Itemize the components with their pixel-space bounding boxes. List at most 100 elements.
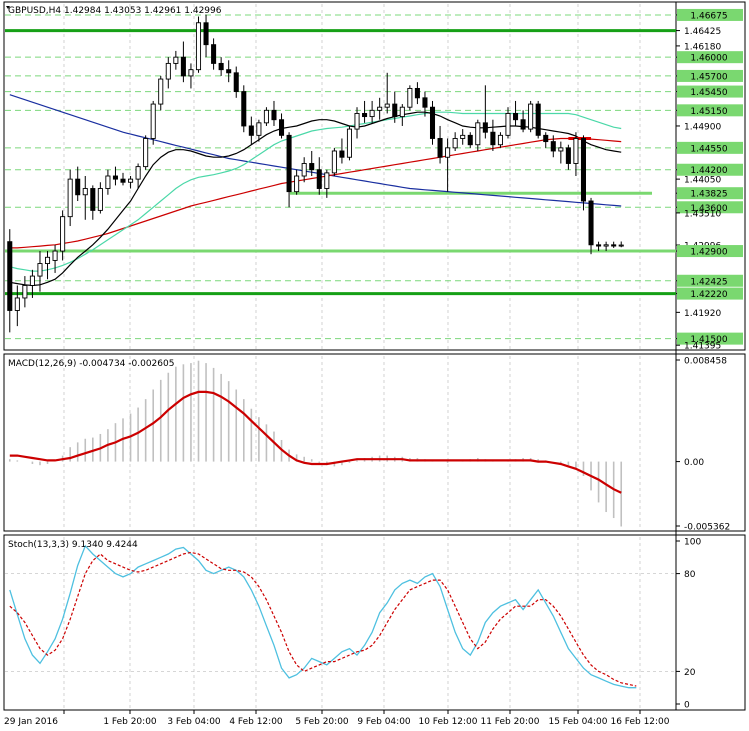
time-label: 16 Feb 12:00 [610,717,669,727]
candle-body [143,138,149,168]
price-label-box [677,85,743,98]
time-axis: 29 Jan 2016 1 Feb 20:00 3 Feb 04:00 4 Feb 1… [4,710,670,727]
candle-body [505,113,511,136]
time-label: 29 Jan 2016 [4,717,58,727]
candle-body [618,244,624,247]
price-label: 1.46000 [690,54,727,64]
candle-body [339,150,345,158]
price-label: 1.45700 [690,72,727,82]
candle-body [120,178,126,183]
price-pane-frame [3,1,746,351]
candle-body [188,69,194,77]
candle-body [52,250,58,261]
stoch-tick-label: 100 [684,538,701,548]
price-label: 1.44550 [690,144,727,154]
candle-body [362,113,368,118]
candle-body [60,216,66,252]
ma-fast-line [9,111,622,287]
macd-tick-label: 0.008458 [684,357,727,367]
candle-body [467,134,473,146]
price-label: 1.43825 [690,190,727,200]
price-label: 1.41500 [690,335,727,345]
price-label: 1.44050 [684,176,721,186]
candle-body [226,69,232,74]
stoch-pane: 100 80 20 0 [5,538,701,711]
price-label: 1.44900 [684,122,721,132]
candle-body [354,113,360,130]
candle-body [316,169,322,189]
candle-body [241,91,247,127]
candle-body [75,178,81,196]
candle-body [203,22,209,46]
candle-body [445,147,451,158]
candle-body [294,175,300,193]
candle-body [580,138,587,202]
price-label: 1.45450 [690,88,727,98]
price-label-box [677,201,743,214]
candle-body [475,122,481,146]
candle-body [422,97,428,108]
candle-body [611,244,617,247]
candle-body [158,78,164,105]
candle-body [520,119,526,130]
candle-body [565,147,571,164]
candle-body [535,103,541,136]
candle-body [497,134,503,146]
candle-body [233,72,239,93]
price-label: 1.43510 [684,209,721,219]
candle-body [135,166,141,180]
price-label-box [677,51,743,64]
candle-body [14,297,20,311]
price-label: 1.43600 [690,204,727,214]
candle-body [256,122,262,136]
price-label: 1.42425 [690,277,727,287]
price-label-box [677,245,743,258]
time-label: 11 Feb 20:00 [480,717,539,727]
candle-body [513,113,519,121]
stoch-d-line [9,551,637,687]
candle-body [29,275,35,286]
macd-tick-label: 0.00 [684,458,704,468]
stoch-tick-label: 20 [684,668,696,678]
time-label: 1 Feb 20:00 [103,717,157,727]
price-label-box [677,274,743,287]
price-label: 1.41395 [684,342,721,352]
dropdown-arrow-icon[interactable] [6,6,10,9]
candle-body [331,150,337,174]
grid [63,4,641,709]
macd-pane: 0.008458 0.00 -0.005362 [8,357,730,533]
stoch-title: Stoch(13,3,3) 9.1340 9.4244 [8,540,138,550]
candle-body [324,172,330,189]
candle-body [429,106,436,139]
candle-body [44,256,51,265]
candle-body [543,134,549,143]
candle-body [528,103,534,130]
time-label: 9 Feb 04:00 [357,717,411,727]
price-label-box [677,332,743,345]
price-label-box [677,141,743,154]
ma-slow-line [9,137,622,249]
price-label: 1.46425 [684,27,721,37]
price-label-box [677,8,743,21]
stoch-tick-label: 0 [684,701,690,711]
price-label: 1.41920 [684,309,721,319]
price-label: 1.44200 [690,166,727,176]
candle-body [112,175,118,180]
candle-body [271,109,277,121]
price-label-box [677,69,743,82]
candle-body [399,106,405,118]
price-label: 1.42220 [690,290,727,300]
candle-body [596,244,602,247]
macd-title: MACD(12,26,9) -0.004734 -0.002605 [8,359,174,369]
price-axis-labels: 1.46675 1.46425 1.46180 1.46000 1.45700 1.454… [676,8,743,352]
candle-body [67,178,73,218]
candle-body [173,56,179,64]
candle-body [165,62,171,80]
candle-body [7,241,13,311]
candle-body [218,62,224,71]
macd-signal-line [9,390,622,494]
candle-body [588,200,594,246]
candle-body [82,188,88,196]
price-label-box [677,287,743,300]
